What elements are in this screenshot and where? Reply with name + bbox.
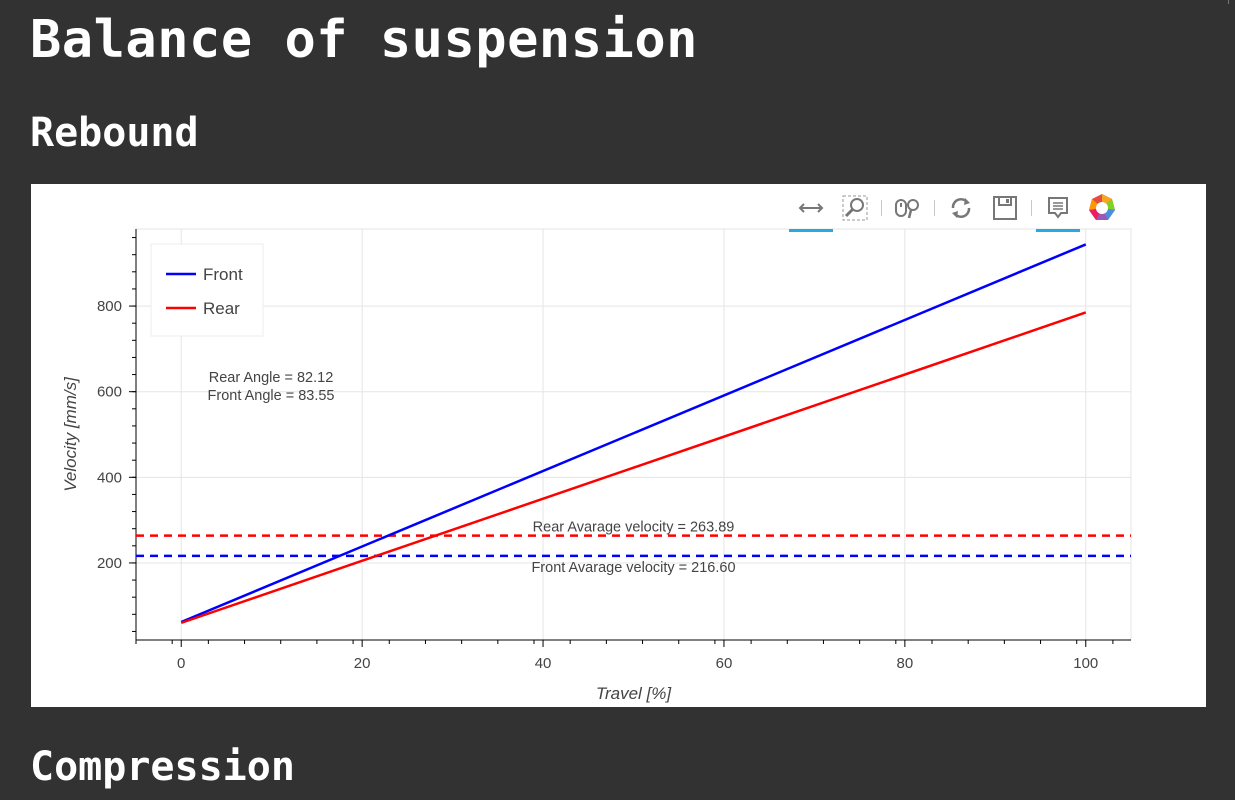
x-tick-label: 20 xyxy=(354,655,371,672)
legend-label-front: Front xyxy=(203,265,243,284)
save-icon[interactable] xyxy=(987,190,1023,226)
x-axis-title: Travel [%] xyxy=(596,684,673,703)
series-line-rear xyxy=(180,311,1087,625)
scrollbar-corner xyxy=(1228,0,1235,4)
y-tick-label: 200 xyxy=(97,555,122,572)
rear-angle-annotation: Rear Angle = 82.12 xyxy=(209,370,334,386)
y-axis-title: Velocity [mm/s] xyxy=(61,376,80,492)
reset-icon[interactable] xyxy=(943,190,979,226)
section-title-rebound: Rebound xyxy=(30,110,199,156)
toolbar-divider xyxy=(881,200,882,216)
toolbar-divider xyxy=(934,200,935,216)
bokeh-logo[interactable] xyxy=(1084,190,1120,226)
wheel-zoom-icon[interactable] xyxy=(890,190,926,226)
x-tick-label: 0 xyxy=(177,655,185,672)
x-tick-label: 40 xyxy=(535,655,552,672)
rebound-chart[interactable]: 0 20 40 60 80 100 200 400 600 800 Travel [%] Veloci… xyxy=(31,184,1206,707)
y-tick-label: 600 xyxy=(97,384,122,401)
y-tick-label: 800 xyxy=(97,298,122,315)
plot-toolbar xyxy=(789,188,1120,232)
toolbar-divider xyxy=(1031,200,1032,216)
box-zoom-icon[interactable] xyxy=(837,190,873,226)
page-title: Balance of suspension xyxy=(30,10,698,70)
rear-average-label: Rear Avarage velocity = 263.89 xyxy=(533,520,735,536)
legend-box xyxy=(150,243,264,337)
series-line-front xyxy=(180,243,1087,624)
y-tick-label: 400 xyxy=(97,469,122,486)
x-tick-label: 80 xyxy=(897,655,914,672)
legend-label-rear: Rear xyxy=(203,299,240,318)
pan-icon[interactable] xyxy=(789,190,833,232)
front-angle-annotation: Front Angle = 83.55 xyxy=(208,388,335,404)
front-average-label: Front Avarage velocity = 216.60 xyxy=(531,560,735,576)
x-tick-label: 60 xyxy=(716,655,733,672)
section-title-compression: Compression xyxy=(30,744,295,790)
hover-icon[interactable] xyxy=(1036,190,1080,232)
x-tick-label: 100 xyxy=(1073,655,1098,672)
rebound-plot-panel: 0 20 40 60 80 100 200 400 600 800 Travel [%] Veloci… xyxy=(31,184,1206,707)
